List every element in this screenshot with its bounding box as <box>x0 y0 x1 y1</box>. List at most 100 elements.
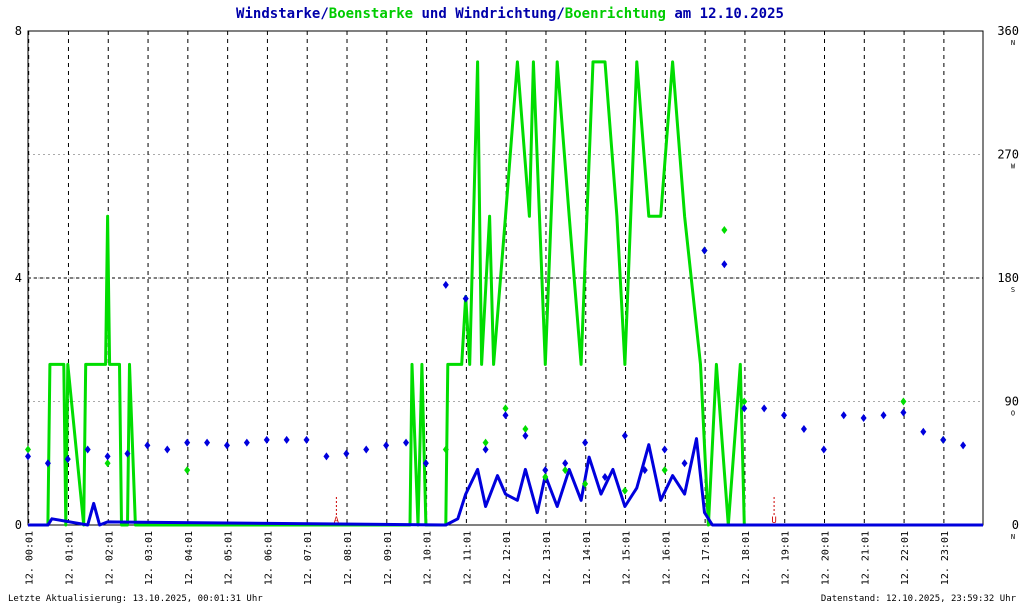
direction-point <box>701 246 708 255</box>
direction-point <box>880 411 887 420</box>
direction-point <box>462 294 469 303</box>
direction-point <box>562 466 569 475</box>
x-tick-label: 12. 17:01 <box>701 531 712 585</box>
title-part: Boenrichtung <box>565 6 666 22</box>
direction-point <box>263 435 270 444</box>
x-tick-label: 12. 11:01 <box>462 531 473 585</box>
x-tick-label: 12. 19:01 <box>781 531 792 585</box>
x-tick-label: 12. 01:01 <box>64 531 75 585</box>
direction-point <box>323 452 330 461</box>
direction-point <box>482 438 489 447</box>
direction-point <box>840 411 847 420</box>
y-tick-label: 0 <box>15 518 22 532</box>
direction-point <box>621 431 628 440</box>
direction-point <box>164 445 171 454</box>
direction-point <box>681 459 688 468</box>
direction-point <box>621 486 628 495</box>
direction-point <box>522 424 529 433</box>
x-tick-label: 12. 14:01 <box>582 531 593 585</box>
direction-point <box>601 472 608 481</box>
y2-tick-label: 90 <box>1005 395 1019 409</box>
direction-point <box>144 441 151 450</box>
x-tick-label: 12. 23:01 <box>940 531 951 585</box>
series-line <box>28 60 983 527</box>
footer-right: Datenstand: 12.10.2025, 23:59:32 Uhr <box>821 594 1017 604</box>
direction-point <box>800 424 807 433</box>
footer-left: Letzte Aktualisierung: 13.10.2025, 00:01… <box>8 594 263 604</box>
x-tick-label: 12. 05:01 <box>224 531 235 585</box>
x-tick-label: 12. 16:01 <box>661 531 672 585</box>
x-tick-label: 12. 18:01 <box>741 531 752 585</box>
direction-point <box>442 445 449 454</box>
direction-point <box>502 404 509 413</box>
title-part: am 12.10.2025 <box>666 6 784 22</box>
direction-point <box>542 472 549 481</box>
direction-point <box>522 431 529 440</box>
direction-point <box>383 441 390 450</box>
y-tick-label: 8 <box>15 24 22 38</box>
plot-frame <box>27 30 984 526</box>
y2-tick-label: 0 <box>1012 518 1019 532</box>
chart-title: Windstarke/Boenstarke und Windrichtung/B… <box>236 6 784 22</box>
direction-point <box>542 466 549 475</box>
direction-point <box>104 452 111 461</box>
y2-tick-label: 180 <box>997 271 1019 285</box>
direction-point <box>363 445 370 454</box>
direction-point <box>84 445 91 454</box>
y2-tick-label: 360 <box>997 24 1019 38</box>
x-tick-label: 12. 03:01 <box>144 531 155 585</box>
x-tick-label: 12. 12:01 <box>502 531 513 585</box>
direction-point <box>820 445 827 454</box>
direction-point <box>641 466 648 475</box>
direction-point <box>582 438 589 447</box>
x-tick-label: 12. 20:01 <box>821 531 832 585</box>
x-tick-label: 12. 15:01 <box>622 531 633 585</box>
direction-label: W <box>1011 163 1016 171</box>
direction-point <box>124 449 131 458</box>
direction-point <box>741 397 748 406</box>
title-part: und Windrichtung/ <box>413 6 565 22</box>
direction-point <box>283 435 290 444</box>
direction-label: N <box>1011 533 1015 541</box>
direction-point <box>582 479 589 488</box>
x-tick-label: 12. 13:01 <box>542 531 553 585</box>
direction-point <box>661 466 668 475</box>
direction-point <box>243 438 250 447</box>
direction-point <box>482 445 489 454</box>
direction-point <box>940 435 947 444</box>
annotation-label: U <box>771 516 776 526</box>
annotation-label: A <box>334 516 340 526</box>
direction-point <box>442 280 449 289</box>
y2-tick-label: 270 <box>997 148 1019 162</box>
direction-label: O <box>1011 410 1015 418</box>
direction-point <box>900 408 907 417</box>
x-tick-label: 12. 10:01 <box>423 531 434 585</box>
x-tick-label: 12. 07:01 <box>303 531 314 585</box>
direction-point <box>741 404 748 413</box>
direction-point <box>25 445 31 454</box>
direction-point <box>64 455 71 464</box>
x-tick-label: 12. 21:01 <box>860 531 871 585</box>
direction-point <box>343 449 350 458</box>
x-tick-label: 12. 04:01 <box>184 531 195 585</box>
direction-point <box>920 427 927 436</box>
direction-point <box>721 225 728 234</box>
title-part: Boenstarke <box>329 6 413 22</box>
direction-point <box>900 397 907 406</box>
direction-point <box>104 459 111 468</box>
direction-point <box>562 459 569 468</box>
direction-point <box>860 413 867 422</box>
direction-point <box>25 452 31 461</box>
x-tick-label: 12. 09:01 <box>383 531 394 585</box>
direction-point <box>184 466 191 475</box>
direction-label: N <box>1011 39 1015 47</box>
direction-point <box>661 445 668 454</box>
direction-point <box>204 438 211 447</box>
series-line <box>28 437 983 527</box>
direction-point <box>721 260 728 269</box>
direction-point <box>502 411 509 420</box>
x-tick-label: 12. 08:01 <box>343 531 354 585</box>
x-tick-label: 12. 00:01 <box>25 531 36 585</box>
